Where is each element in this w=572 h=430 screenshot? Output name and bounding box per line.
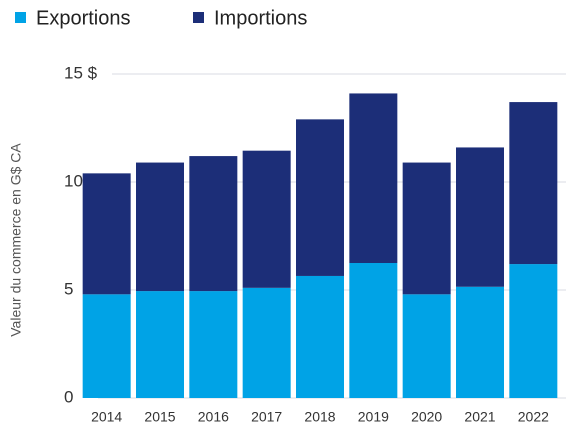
bar-segment <box>349 263 398 398</box>
y-tick-label: 0 <box>64 387 73 406</box>
y-tick-label: 10 <box>64 171 83 190</box>
bar-segment <box>189 156 238 292</box>
bar-segment <box>189 291 238 398</box>
bar-segment <box>509 264 558 398</box>
y-tick-label: 5 <box>64 279 73 298</box>
bar-segment <box>349 93 398 263</box>
bar-segment <box>296 275 344 398</box>
x-tick-label: 2014 <box>91 409 122 425</box>
legend-swatch <box>193 12 204 23</box>
x-tick-label: 2022 <box>518 409 549 425</box>
x-tick-label: 2021 <box>464 409 495 425</box>
bar-segment <box>242 150 291 288</box>
y-axis-label: Valeur du commerce en G$ CA <box>8 143 24 337</box>
bar-segment <box>456 147 504 287</box>
bar-segment <box>296 119 344 276</box>
bar-segment <box>82 173 131 295</box>
y-tick-label: 15 $ <box>64 63 98 82</box>
x-tick-label: 2020 <box>411 409 442 425</box>
bar-segment <box>456 286 504 398</box>
x-tick-label: 2015 <box>144 409 175 425</box>
x-tick-label: 2019 <box>358 409 389 425</box>
x-tick-label: 2016 <box>198 409 229 425</box>
bar-segment <box>242 287 291 398</box>
legend-swatch <box>15 12 26 23</box>
bar-segment <box>136 162 184 292</box>
bar-segment <box>509 102 558 265</box>
x-tick-label: 2018 <box>304 409 335 425</box>
bar-segment <box>402 162 451 295</box>
legend-label: Exportions <box>36 7 131 29</box>
bar-segment <box>82 294 131 398</box>
bar-segment <box>402 294 451 398</box>
x-tick-label: 2017 <box>251 409 282 425</box>
bar-segment <box>136 291 184 398</box>
legend-label: Importions <box>214 7 307 29</box>
